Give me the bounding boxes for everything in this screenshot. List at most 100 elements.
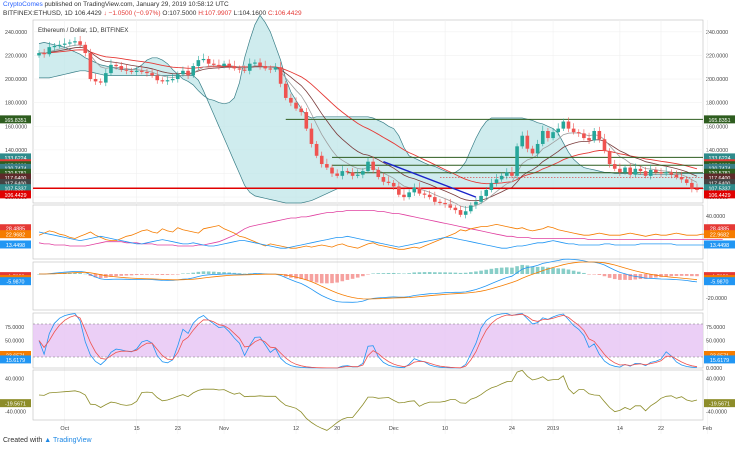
- dmi-value-left-tag-label: 22.9682: [6, 233, 25, 239]
- macd-histogram-bar: [160, 274, 165, 275]
- macd-histogram-bar: [530, 266, 535, 274]
- candle-body: [57, 44, 62, 46]
- macd-histogram-bar: [448, 272, 453, 274]
- y-tick-right: 240.0000: [706, 30, 728, 36]
- macd-histogram-bar: [556, 268, 561, 274]
- macd-histogram-bar: [140, 274, 144, 275]
- macd-histogram-bar: [597, 274, 602, 275]
- momentum-tick: -40.0000: [706, 410, 727, 416]
- macd-histogram-bar: [78, 272, 82, 274]
- stoch-d-line: [38, 313, 698, 369]
- candle-body: [350, 172, 355, 176]
- macd-histogram-bar: [93, 274, 98, 278]
- macd-histogram-bar: [191, 272, 196, 274]
- left-price-tag: [0, 168, 31, 177]
- macd-histogram-bar: [659, 274, 663, 278]
- candle-body: [453, 207, 458, 211]
- y-tick-right: 200.0000: [706, 77, 728, 83]
- price-tag: [704, 168, 735, 177]
- candle-body: [258, 62, 262, 67]
- candle-body: [684, 179, 689, 183]
- stoch-tick: 50.0000: [706, 339, 725, 345]
- candle-body: [551, 132, 555, 139]
- macd-histogram-bar: [232, 272, 237, 274]
- ema-slow: [39, 49, 698, 185]
- candle-body: [299, 108, 303, 113]
- candle-body: [618, 168, 622, 173]
- macd-histogram-bar: [119, 274, 124, 276]
- candle-body: [515, 146, 519, 176]
- candle-body: [571, 128, 576, 133]
- candle-body: [438, 201, 442, 203]
- x-tick-label: 23: [175, 426, 181, 432]
- macd-histogram-bar: [628, 274, 632, 281]
- macd-histogram-bar: [535, 266, 540, 274]
- candle-body: [93, 79, 98, 82]
- ohlc-line: BITFINEX:ETHUSD, 1D 106.4429 ↓ −1.0500 (…: [3, 10, 302, 17]
- candle-body: [78, 41, 82, 45]
- x-tick-label: 2019: [547, 426, 559, 432]
- macd-histogram-bar: [515, 266, 519, 274]
- macd-histogram-bar: [674, 274, 679, 276]
- dmi-value-left-tag: [0, 240, 31, 249]
- author-link[interactable]: CryptoComes: [3, 1, 43, 8]
- footer-brand[interactable]: TradingView: [53, 437, 92, 444]
- x-tick-label: Dec: [389, 426, 399, 432]
- stoch-tick-left: 75.0000: [5, 325, 24, 331]
- macd-histogram-bar: [417, 272, 422, 274]
- tradingview-logo-icon[interactable]: ▲: [44, 437, 52, 444]
- dmi-value-left-tag-label: 13.4498: [6, 243, 25, 249]
- macd-histogram-bar: [510, 267, 514, 274]
- macd-histogram-bar: [145, 274, 149, 275]
- dmi-value-left-tag: [0, 230, 31, 239]
- candle-body: [463, 211, 468, 215]
- price-tag: [704, 184, 735, 193]
- candle-body: [499, 175, 504, 180]
- candle-body: [217, 64, 221, 67]
- left-price-tag-label: 133.6224: [4, 156, 26, 162]
- macd-histogram-bar: [504, 267, 509, 274]
- price-tag: [704, 173, 735, 182]
- candle-body: [345, 171, 350, 173]
- candle-body: [114, 64, 118, 67]
- macd-histogram-bar: [371, 273, 375, 274]
- candle-body: [648, 169, 653, 176]
- macd-histogram-bar: [458, 272, 463, 274]
- dmi-value-tag: [704, 240, 735, 249]
- dmi-value-tag-label: 28.4885: [710, 227, 729, 233]
- y-tick-left: 200.0000: [5, 77, 27, 83]
- candle-body: [237, 68, 242, 70]
- macd-histogram-bar: [134, 274, 139, 276]
- macd-histogram-bar: [309, 274, 314, 282]
- macd-histogram-bar: [499, 267, 504, 274]
- candle-body: [669, 172, 674, 175]
- candle-body: [309, 128, 314, 144]
- macd-value-left-tag-label: -5.9870: [7, 280, 25, 286]
- close-value: C:106.4429: [267, 10, 302, 17]
- candle-body: [633, 168, 638, 175]
- candle-body: [170, 79, 175, 81]
- macd-histogram-bar: [412, 272, 417, 274]
- momentum-pane-frame: [32, 369, 704, 421]
- momentum-value-tag: [704, 399, 735, 408]
- x-tick-label: Feb: [703, 426, 712, 432]
- macd-histogram-bar: [350, 274, 355, 279]
- candle-body: [253, 62, 257, 64]
- candle-body: [520, 135, 525, 147]
- low-value: L:104.1600: [233, 10, 267, 17]
- footer: Created with ▲ TradingView: [3, 437, 92, 444]
- price-change: ↓ −1.0500 (−0.97%): [103, 10, 161, 17]
- macd-histogram-bar: [576, 271, 581, 274]
- candle-body: [42, 53, 46, 55]
- macd-histogram-bar: [453, 272, 458, 274]
- left-price-tag: [0, 153, 31, 162]
- dmi-pane-frame: [32, 204, 704, 260]
- macd-histogram-bar: [181, 273, 185, 274]
- candle-body: [427, 194, 432, 198]
- main-pane-frame: [32, 19, 704, 204]
- macd-histogram-bar: [109, 274, 113, 277]
- candle-body: [222, 63, 226, 67]
- macd-histogram-bar: [98, 274, 103, 279]
- candle-body: [376, 169, 381, 178]
